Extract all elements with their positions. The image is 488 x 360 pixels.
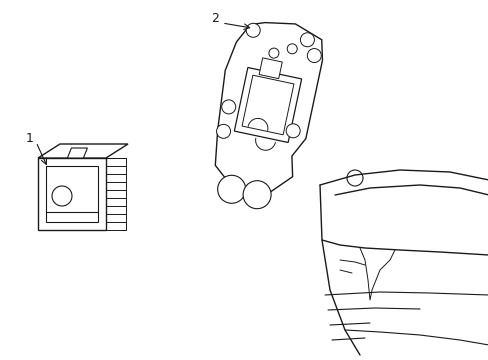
Circle shape <box>286 44 297 54</box>
Circle shape <box>243 181 270 209</box>
Circle shape <box>285 124 300 138</box>
Circle shape <box>221 100 235 114</box>
Text: 1: 1 <box>26 131 34 144</box>
Circle shape <box>216 124 230 138</box>
Circle shape <box>346 170 362 186</box>
Polygon shape <box>234 67 301 143</box>
Polygon shape <box>215 23 322 199</box>
Polygon shape <box>242 75 293 135</box>
Polygon shape <box>67 148 87 158</box>
Circle shape <box>268 48 278 58</box>
Circle shape <box>300 33 314 47</box>
Text: 2: 2 <box>211 12 219 24</box>
Polygon shape <box>38 144 128 158</box>
Circle shape <box>52 186 72 206</box>
Circle shape <box>306 49 321 63</box>
Polygon shape <box>259 58 282 78</box>
Polygon shape <box>46 166 98 222</box>
Polygon shape <box>38 158 106 230</box>
Circle shape <box>217 175 245 203</box>
Circle shape <box>245 23 260 37</box>
